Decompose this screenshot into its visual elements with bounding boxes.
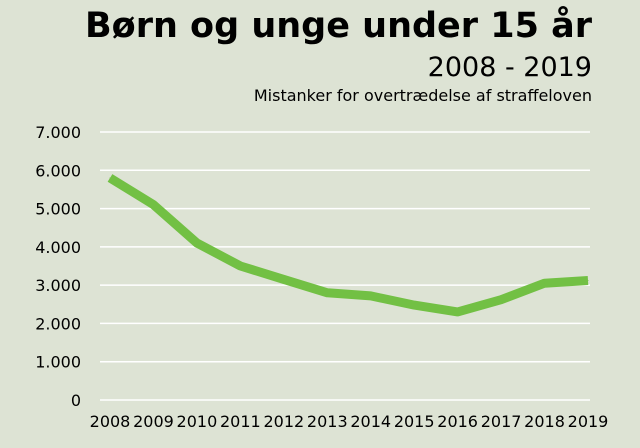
series-line [107, 174, 589, 317]
data-point [500, 299, 502, 301]
y-tick-label: 1.000 [35, 353, 81, 372]
x-axis-ticks: 2008 2009 2010 2011 2012 2013 2014 2015 2016 2017… [90, 412, 609, 431]
series-layer [107, 174, 589, 317]
x-tick-label: 2013 [307, 412, 348, 431]
y-tick-label: 0 [71, 391, 81, 410]
x-tick-label: 2017 [481, 412, 522, 431]
x-tick-label: 2008 [90, 412, 131, 431]
y-tick-label: 2.000 [35, 314, 81, 333]
x-tick-label: 2010 [177, 412, 218, 431]
data-point [370, 295, 372, 297]
y-tick-label: 6.000 [35, 161, 81, 180]
data-point [239, 265, 241, 267]
data-point [152, 204, 154, 206]
gridlines [100, 131, 590, 401]
x-tick-label: 2016 [437, 412, 478, 431]
data-point [413, 304, 415, 306]
y-tick-label: 5.000 [35, 200, 81, 219]
chart-caption: Mistanker for overtrædelse af straffelov… [253, 86, 592, 105]
data-point [196, 242, 198, 244]
x-tick-label: 2009 [133, 412, 174, 431]
data-point [587, 280, 589, 282]
data-point [544, 282, 546, 284]
x-tick-label: 2012 [263, 412, 304, 431]
x-tick-label: 2014 [350, 412, 391, 431]
data-point [283, 278, 285, 280]
data-point [457, 311, 459, 313]
chart-title: Børn og unge under 15 år [84, 6, 592, 46]
y-tick-label: 4.000 [35, 238, 81, 257]
x-tick-label: 2015 [394, 412, 435, 431]
data-point [326, 292, 328, 294]
x-tick-label: 2011 [220, 412, 261, 431]
data-point [109, 177, 111, 179]
y-axis-ticks: 0 1.000 2.000 3.000 4.000 5.000 6.000 7.000 [35, 123, 81, 410]
y-tick-label: 3.000 [35, 276, 81, 295]
x-tick-label: 2018 [524, 412, 565, 431]
chart-subtitle: 2008 - 2019 [427, 52, 592, 83]
x-tick-label: 2019 [568, 412, 609, 431]
y-tick-label: 7.000 [35, 123, 81, 142]
